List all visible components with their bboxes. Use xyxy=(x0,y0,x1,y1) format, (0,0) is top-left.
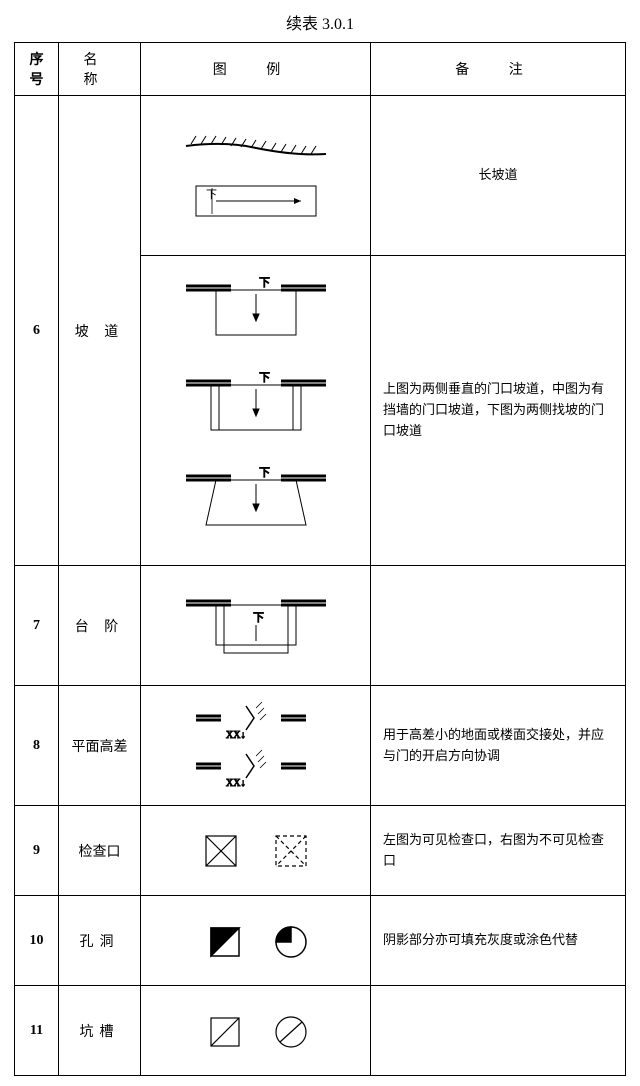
table-row: 7 台 阶 下 xyxy=(15,566,626,686)
row-num: 7 xyxy=(15,566,59,686)
svg-text:下: 下 xyxy=(259,372,270,384)
legend-cell-steps: 下 xyxy=(141,566,371,686)
svg-text:下: 下 xyxy=(259,467,270,479)
row-name: 台 阶 xyxy=(59,566,141,686)
row-name: 坑槽 xyxy=(59,986,141,1076)
legend-cell-ramp-long: 下 xyxy=(141,96,371,256)
legend-cell-hole xyxy=(141,896,371,986)
header-num: 序号 xyxy=(15,43,59,96)
svg-text:XX↓: XX↓ xyxy=(226,778,245,789)
svg-text:下: 下 xyxy=(259,277,270,289)
table-row: 11 坑槽 xyxy=(15,986,626,1076)
row-note xyxy=(371,986,626,1076)
row-num: 6 xyxy=(15,96,59,566)
row-num: 8 xyxy=(15,686,59,806)
svg-text:下: 下 xyxy=(206,189,217,201)
table-title: 续表 3.0.1 xyxy=(14,10,626,34)
row-note: 阴影部分亦可填充灰度或涂色代替 xyxy=(371,896,626,986)
table-row: 9 检查口 左图为可见检查口，右图为不可见检查口 xyxy=(15,806,626,896)
legend-cell-pit xyxy=(141,986,371,1076)
row-name: 孔洞 xyxy=(59,896,141,986)
pit-icon xyxy=(176,1006,336,1056)
header-legend: 图 例 xyxy=(141,43,371,96)
table-row: 8 平面高差 XX↓ xyxy=(15,686,626,806)
row-num: 11 xyxy=(15,986,59,1076)
row-note: 长坡道 xyxy=(371,96,626,256)
row-name: 检查口 xyxy=(59,806,141,896)
ramp-door-icon: 下 下 xyxy=(156,266,356,556)
header-note: 备 注 xyxy=(371,43,626,96)
row-num: 9 xyxy=(15,806,59,896)
table-row: 10 孔洞 阴影部分亦可填充灰度或涂色代替 xyxy=(15,896,626,986)
table-row: 6 坡 道 xyxy=(15,96,626,256)
row-note: 左图为可见检查口，右图为不可见检查口 xyxy=(371,806,626,896)
legend-cell-inspection xyxy=(141,806,371,896)
svg-text:XX↓: XX↓ xyxy=(226,730,245,741)
steps-icon: 下 xyxy=(156,581,356,671)
row-note xyxy=(371,566,626,686)
row-name: 平面高差 xyxy=(59,686,141,806)
hole-icon xyxy=(176,916,336,966)
legend-cell-level-diff: XX↓ XX↓ xyxy=(141,686,371,806)
row-note: 上图为两侧垂直的门口坡道，中图为有挡墙的门口坡道，下图为两侧找坡的门口坡道 xyxy=(371,256,626,566)
row-note: 用于高差小的地面或楼面交接处，并应与门的开启方向协调 xyxy=(371,686,626,806)
level-diff-icon: XX↓ XX↓ xyxy=(176,696,336,796)
ramp-long-icon: 下 xyxy=(166,116,346,236)
legend-table: 序号 名 称 图 例 备 注 6 坡 道 xyxy=(14,42,626,1076)
row-name: 坡 道 xyxy=(59,96,141,566)
inspection-icon xyxy=(176,826,336,876)
svg-text:下: 下 xyxy=(253,612,264,624)
header-name: 名 称 xyxy=(59,43,141,96)
legend-cell-ramp-door: 下 下 xyxy=(141,256,371,566)
row-num: 10 xyxy=(15,896,59,986)
